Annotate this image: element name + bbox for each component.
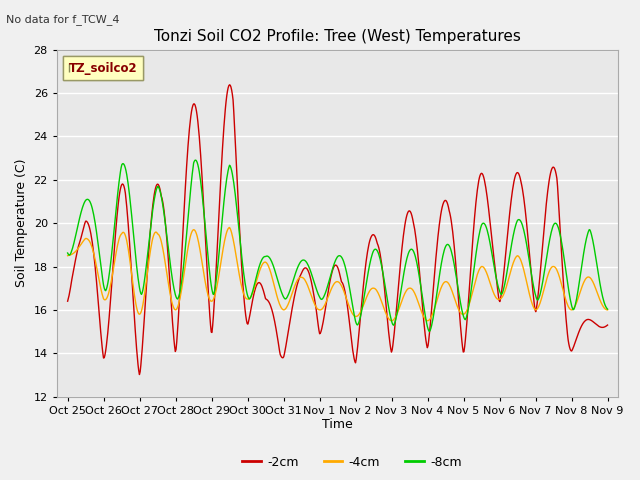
Legend: -2cm, -4cm, -8cm: -2cm, -4cm, -8cm: [237, 451, 467, 474]
Y-axis label: Soil Temperature (C): Soil Temperature (C): [15, 159, 28, 288]
Text: No data for f_TCW_4: No data for f_TCW_4: [6, 14, 120, 25]
Legend: TZ_soilco2: TZ_soilco2: [63, 56, 143, 81]
Title: Tonzi Soil CO2 Profile: Tree (West) Temperatures: Tonzi Soil CO2 Profile: Tree (West) Temp…: [154, 29, 521, 44]
X-axis label: Time: Time: [322, 419, 353, 432]
